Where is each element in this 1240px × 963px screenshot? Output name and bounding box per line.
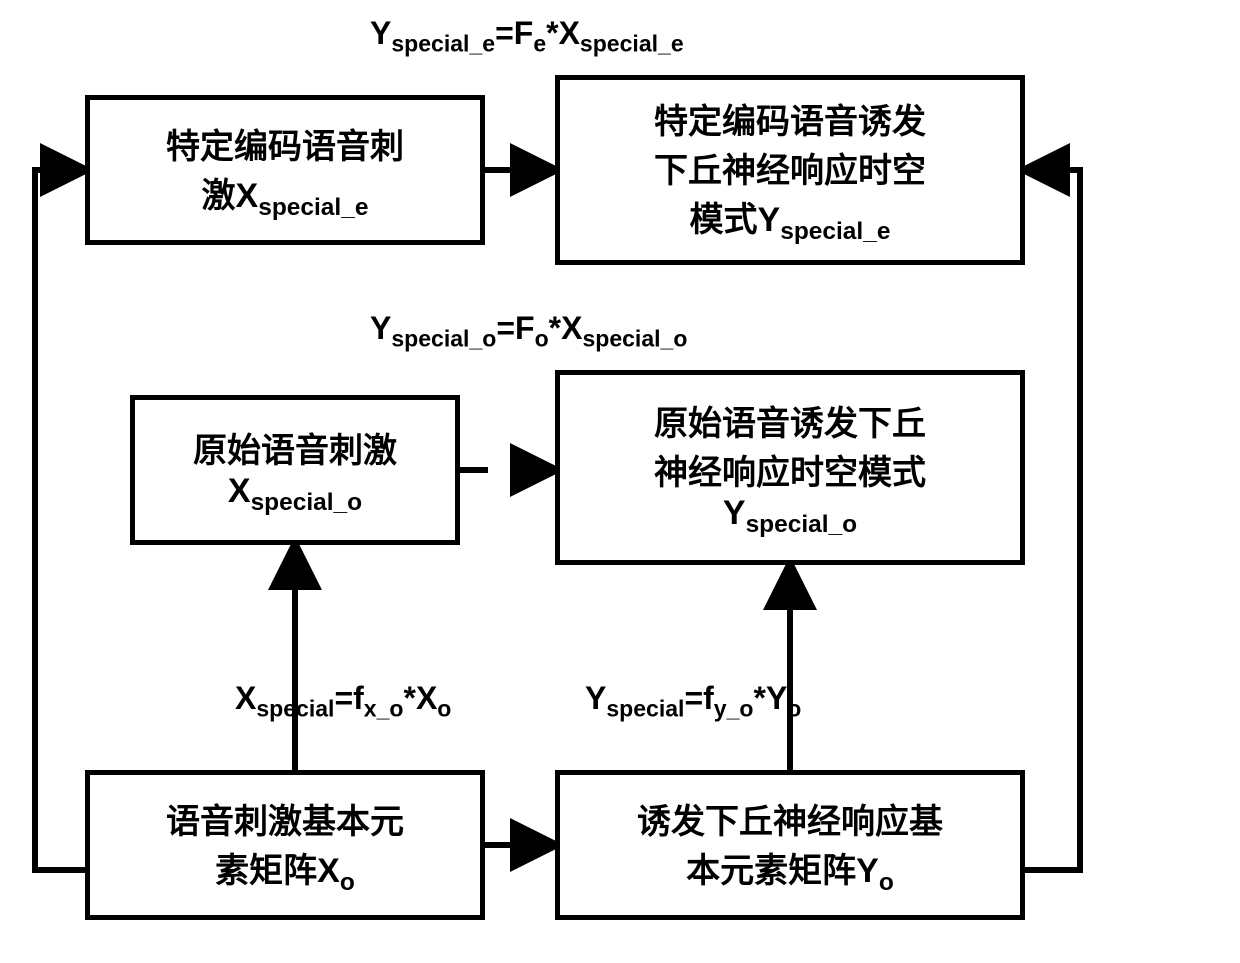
node-special-e-response: 特定编码语音诱发下丘神经响应时空模式Yspecial_e <box>555 75 1025 265</box>
node-label: 原始语音刺激Xspecial_o <box>193 423 397 517</box>
equation-bottom-right: Yspecial=fy_o*Yo <box>585 680 801 722</box>
node-special-o-stimulus: 原始语音刺激Xspecial_o <box>130 395 460 545</box>
node-basic-y-matrix: 诱发下丘神经响应基本元素矩阵Yo <box>555 770 1025 920</box>
equation-top: Yspecial_e=Fe*Xspecial_e <box>370 15 684 57</box>
edge-left-side <box>35 170 85 870</box>
diagram-canvas: 特定编码语音刺激Xspecial_e 特定编码语音诱发下丘神经响应时空模式Ysp… <box>0 0 1240 963</box>
node-label: 语音刺激基本元素矩阵Xo <box>166 794 404 897</box>
node-label: 原始语音诱发下丘神经响应时空模式Yspecial_o <box>654 396 926 539</box>
node-label: 诱发下丘神经响应基本元素矩阵Yo <box>637 794 943 897</box>
equation-bottom-left: Xspecial=fx_o*Xo <box>235 680 451 722</box>
node-special-e-stimulus: 特定编码语音刺激Xspecial_e <box>85 95 485 245</box>
node-label: 特定编码语音刺激Xspecial_e <box>166 119 404 222</box>
node-basic-x-matrix: 语音刺激基本元素矩阵Xo <box>85 770 485 920</box>
equation-mid: Yspecial_o=Fo*Xspecial_o <box>370 310 687 352</box>
node-label: 特定编码语音诱发下丘神经响应时空模式Yspecial_e <box>654 94 926 246</box>
node-special-o-response: 原始语音诱发下丘神经响应时空模式Yspecial_o <box>555 370 1025 565</box>
edge-right-side <box>1025 170 1080 870</box>
